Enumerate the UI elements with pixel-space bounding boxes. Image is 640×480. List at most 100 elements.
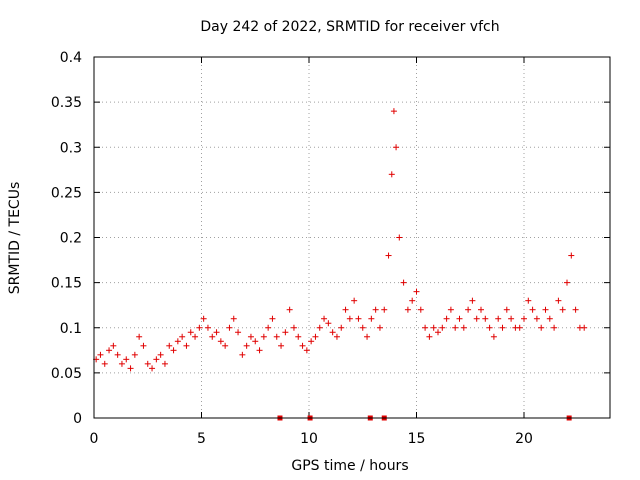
data-point [299, 342, 306, 349]
data-point [179, 333, 186, 340]
data-point [525, 297, 532, 304]
data-point [452, 324, 459, 331]
data-point [295, 333, 302, 340]
y-tick-label: 0.1 [60, 321, 82, 337]
y-tick-label: 0.35 [51, 95, 82, 111]
data-point [376, 324, 383, 331]
data-point [372, 306, 379, 313]
data-point [443, 315, 450, 322]
data-point [533, 315, 540, 322]
data-point [521, 315, 527, 322]
data-point [338, 324, 345, 331]
data-point [256, 347, 263, 354]
data-point [368, 315, 375, 322]
data-point [333, 333, 340, 340]
data-point [127, 365, 134, 372]
data-point [342, 306, 349, 313]
y-axis-label: SRMTID / TECUs [7, 182, 23, 295]
data-point [192, 333, 199, 340]
data-point [247, 333, 254, 340]
data-point [252, 338, 259, 345]
data-point [568, 252, 575, 259]
data-point [217, 338, 224, 345]
data-point [269, 315, 276, 322]
data-point [222, 342, 229, 349]
x-tick-label: 5 [197, 431, 206, 447]
y-tick-label: 0.15 [51, 276, 82, 292]
data-point [359, 324, 366, 331]
data-point [404, 306, 411, 313]
x-tick-label: 15 [408, 431, 426, 447]
data-point [551, 324, 558, 331]
data-point [559, 306, 566, 313]
data-point [166, 342, 173, 349]
data-point [495, 315, 502, 322]
data-point [204, 324, 211, 331]
data-point [273, 333, 280, 340]
x-tick-label: 20 [515, 431, 533, 447]
data-point [529, 306, 536, 313]
data-point [422, 324, 429, 331]
data-point [460, 324, 467, 331]
data-point [503, 306, 510, 313]
data-point [390, 108, 397, 115]
data-point [581, 324, 588, 331]
data-point [118, 360, 125, 367]
data-point [157, 351, 164, 358]
data-point [572, 306, 579, 313]
data-point [239, 351, 246, 358]
data-point [209, 333, 216, 340]
y-tick-label: 0.4 [60, 50, 82, 66]
data-point [97, 351, 104, 358]
data-points [93, 108, 588, 372]
data-point [123, 356, 130, 363]
data-point [413, 288, 420, 295]
y-tick-label: 0.25 [51, 185, 82, 201]
data-point [542, 306, 549, 313]
data-point [564, 279, 570, 286]
data-point [364, 333, 371, 340]
grid-lines [94, 57, 610, 418]
data-point [149, 365, 156, 372]
data-point [486, 324, 493, 331]
data-point [170, 347, 177, 354]
data-point [140, 342, 147, 349]
data-point [355, 315, 362, 322]
data-point [303, 347, 310, 354]
data-point [183, 342, 190, 349]
data-point [308, 338, 315, 345]
x-tick-label: 10 [300, 431, 318, 447]
data-point [417, 306, 424, 313]
data-point [316, 324, 323, 331]
data-point [161, 360, 168, 367]
data-point [226, 324, 233, 331]
data-point [426, 333, 433, 340]
data-point [546, 315, 553, 322]
data-point [351, 297, 358, 304]
data-point [516, 324, 523, 331]
data-point [388, 171, 395, 178]
chart-title: Day 242 of 2022, SRMTID for receiver vfc… [200, 19, 499, 35]
data-point [499, 324, 506, 331]
data-point [473, 315, 480, 322]
y-tick-label: 0.2 [60, 231, 82, 247]
data-point [400, 279, 407, 286]
data-point [153, 356, 160, 363]
data-point [447, 306, 454, 313]
data-point [396, 234, 403, 241]
data-point [508, 315, 515, 322]
data-point [538, 324, 545, 331]
data-point [265, 324, 272, 331]
data-point [282, 329, 289, 336]
data-point [325, 320, 332, 327]
data-point [106, 347, 113, 354]
data-point [286, 306, 293, 313]
data-point [456, 315, 463, 322]
data-point [430, 324, 437, 331]
data-point [114, 351, 121, 358]
y-tick-label: 0.3 [60, 140, 82, 156]
plot-frame [93, 56, 611, 419]
data-point [439, 324, 446, 331]
data-point [110, 342, 117, 349]
